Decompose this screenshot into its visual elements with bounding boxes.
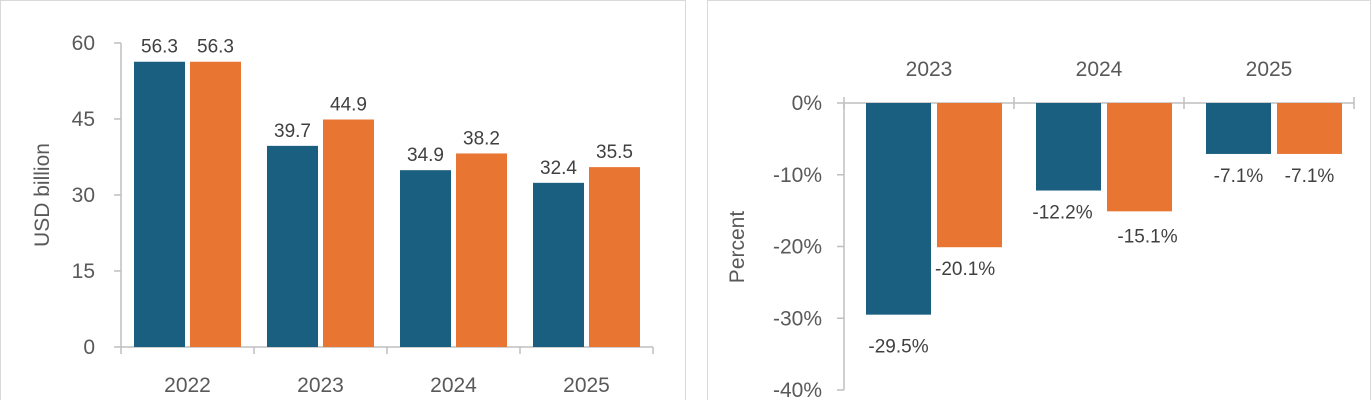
y-tick-label: 45 bbox=[72, 108, 95, 131]
x-category-label: 2022 bbox=[164, 374, 211, 397]
y-tick-label: 60 bbox=[72, 32, 95, 55]
data-label: -20.1% bbox=[935, 259, 995, 280]
percent-change-bar-chart: Percent 0% -10% -20% -30% -40% 2023 -29.5% -20.1… bbox=[726, 58, 1355, 401]
usd-billion-bar-chart: USD billion 0 15 30 45 60 56.3 56.3 2022 39.7 44.9… bbox=[31, 32, 654, 397]
y-tick-label: 0 bbox=[83, 336, 95, 359]
y-tick-label: -10% bbox=[773, 164, 822, 187]
data-label: 38.2 bbox=[463, 128, 500, 149]
data-label: -7.1% bbox=[1285, 166, 1335, 187]
y-tick-label: -20% bbox=[773, 236, 822, 259]
bar bbox=[400, 170, 451, 347]
bar bbox=[937, 103, 1002, 248]
bar bbox=[134, 61, 185, 347]
bar bbox=[866, 103, 931, 315]
data-label: 44.9 bbox=[330, 95, 367, 116]
data-label: -15.1% bbox=[1117, 226, 1177, 247]
x-category-label: 2025 bbox=[563, 374, 610, 397]
data-label: 56.3 bbox=[141, 37, 178, 58]
data-label: 56.3 bbox=[197, 37, 234, 58]
bar bbox=[1277, 103, 1342, 154]
data-label: -29.5% bbox=[868, 337, 928, 358]
x-category-label: 2023 bbox=[906, 58, 953, 81]
bar bbox=[267, 145, 318, 347]
bar bbox=[533, 182, 584, 347]
bar bbox=[456, 153, 507, 347]
right-chart-panel: Percent 0% -10% -20% -30% -40% 2023 -29.5% -20.1… bbox=[707, 0, 1371, 401]
y-tick-label: 15 bbox=[72, 260, 95, 283]
x-category-label: 2024 bbox=[1076, 58, 1123, 81]
data-label: 39.7 bbox=[274, 121, 311, 142]
bar bbox=[1206, 103, 1271, 154]
bar bbox=[1107, 103, 1172, 212]
y-axis-title: USD billion bbox=[31, 143, 54, 247]
bar bbox=[323, 119, 374, 347]
bar bbox=[190, 61, 241, 347]
y-tick-label: 30 bbox=[72, 184, 95, 207]
data-label: -12.2% bbox=[1032, 203, 1092, 224]
y-axis-title: Percent bbox=[726, 211, 749, 284]
bar bbox=[1036, 103, 1101, 191]
y-tick-label: 0% bbox=[792, 92, 822, 115]
bar bbox=[589, 167, 640, 347]
left-chart-panel: USD billion 0 15 30 45 60 56.3 56.3 2022 39.7 44.9… bbox=[0, 0, 686, 400]
y-tick-label: -30% bbox=[773, 307, 822, 330]
x-category-label: 2023 bbox=[297, 374, 344, 397]
data-label: 34.9 bbox=[407, 145, 444, 166]
x-category-label: 2025 bbox=[1246, 58, 1293, 81]
data-label: -7.1% bbox=[1214, 166, 1264, 187]
data-label: 32.4 bbox=[540, 158, 577, 179]
data-label: 35.5 bbox=[596, 142, 633, 163]
y-tick-label: -40% bbox=[773, 379, 822, 401]
x-category-label: 2024 bbox=[430, 374, 477, 397]
